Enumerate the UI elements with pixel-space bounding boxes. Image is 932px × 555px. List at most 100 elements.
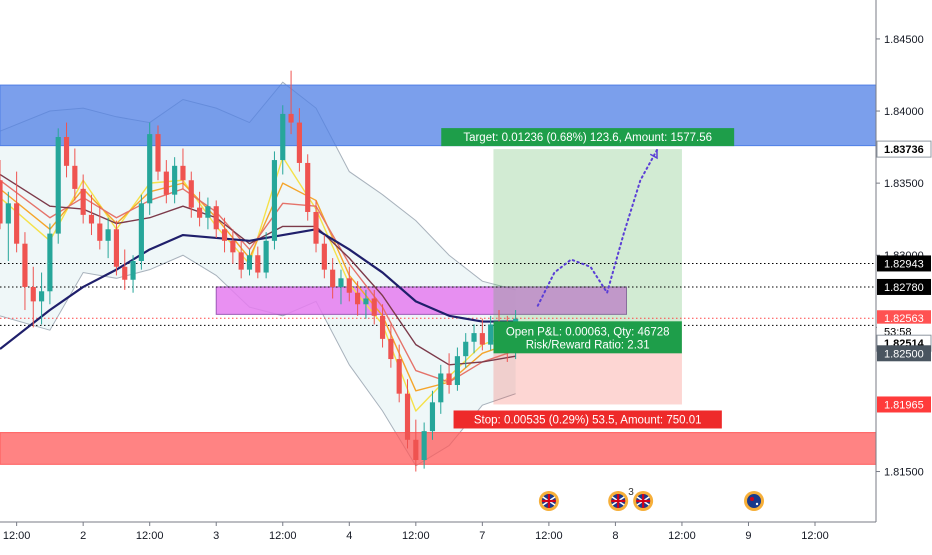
candle[interactable] (355, 281, 361, 316)
candle[interactable] (155, 125, 161, 181)
flag-detail (750, 497, 755, 501)
candle[interactable] (5, 191, 11, 261)
candle[interactable] (271, 151, 278, 250)
uk-flag-icon[interactable]: 3 (608, 487, 634, 511)
candle[interactable] (88, 194, 95, 236)
candle[interactable] (288, 70, 294, 135)
candle[interactable] (97, 206, 103, 250)
candle-body (72, 165, 78, 189)
price-axis[interactable]: 1.845001.840001.835001.830001.825001.815… (875, 0, 932, 550)
candle[interactable] (0, 160, 3, 230)
candle[interactable] (180, 148, 186, 189)
time-axis[interactable]: 12:00 2 12:00 3 12:00 4 12:00 7 12:00 8 12:00 9 12:0… (0, 521, 932, 550)
candle[interactable] (197, 191, 203, 227)
candle[interactable] (246, 249, 253, 276)
candle[interactable] (188, 171, 194, 218)
candle[interactable] (130, 255, 136, 293)
candle[interactable] (55, 128, 61, 244)
candle[interactable] (230, 229, 236, 264)
stop-label-text: Stop: 0.00535 (0.29%) 53.5, Amount: 750.… (474, 414, 702, 426)
candle[interactable] (363, 289, 369, 319)
candle-body (280, 113, 286, 161)
candle[interactable] (263, 232, 269, 279)
price-badge[interactable]: 1.82780 (877, 278, 931, 295)
candle-body (379, 315, 386, 339)
entry-zone-zone (215, 286, 628, 315)
pnl-label[interactable]: Open P&L: 0.00063, Qty: 46728Risk/Reward… (493, 321, 682, 354)
candle[interactable] (80, 174, 86, 224)
price-badge[interactable]: 1.81965 (877, 396, 931, 413)
time-tick-label: 2 (80, 530, 86, 542)
candle[interactable] (321, 235, 327, 279)
candle[interactable] (213, 200, 219, 238)
uk-flag-icon[interactable] (538, 491, 559, 511)
candle[interactable] (122, 249, 128, 290)
candle[interactable] (454, 347, 460, 391)
candle[interactable] (404, 379, 411, 449)
candle-body (488, 324, 494, 345)
candle-body (230, 240, 236, 253)
candle-body (22, 243, 28, 287)
candle[interactable] (147, 122, 153, 215)
candle[interactable] (280, 105, 286, 175)
uk-flag-icon[interactable] (633, 491, 654, 511)
candle[interactable] (22, 232, 28, 311)
candle[interactable] (255, 246, 261, 279)
candle-body (429, 402, 436, 432)
price-tick-label: 1.81500 (884, 467, 924, 479)
candle[interactable] (105, 217, 111, 259)
candle[interactable] (14, 171, 20, 253)
candle[interactable] (338, 269, 344, 305)
candle[interactable] (72, 148, 78, 201)
candle[interactable] (346, 266, 352, 302)
candle[interactable] (163, 160, 169, 204)
stop-label-bg (453, 410, 722, 429)
candle[interactable] (446, 353, 452, 394)
target-label[interactable]: Target: 0.01236 (0.68%) 123.6, Amount: 1… (441, 128, 735, 147)
candle[interactable] (138, 194, 144, 270)
candle[interactable] (205, 197, 211, 230)
flag-star (755, 502, 759, 506)
price-badge[interactable]: 1.82563 (877, 310, 931, 327)
candle-body (355, 292, 361, 305)
candle[interactable] (421, 422, 427, 469)
candle[interactable] (47, 223, 53, 305)
price-badge[interactable]: 1.83736 (876, 140, 932, 158)
candle[interactable] (413, 419, 419, 472)
candle[interactable] (429, 390, 436, 440)
price-badge[interactable]: 1.82500 (877, 345, 931, 362)
candle[interactable] (371, 289, 377, 325)
candle[interactable] (396, 344, 402, 403)
price-axis-bg (876, 0, 932, 550)
candle[interactable] (63, 122, 70, 178)
candle[interactable] (313, 200, 319, 253)
candle[interactable] (221, 217, 228, 253)
candle[interactable] (238, 240, 244, 279)
time-tick-label: 4 (346, 530, 352, 542)
candle[interactable] (113, 220, 120, 276)
price-badge-bg (877, 310, 931, 327)
candle[interactable] (438, 364, 444, 414)
candle[interactable] (330, 258, 336, 299)
candle[interactable] (379, 304, 386, 348)
candle-body (163, 171, 169, 195)
candle[interactable] (388, 324, 394, 368)
candle[interactable] (296, 108, 302, 172)
candle[interactable] (488, 315, 494, 351)
candle[interactable] (30, 266, 36, 328)
australia-flag-icon[interactable] (744, 491, 765, 511)
position-profit-area[interactable] (493, 149, 682, 326)
candle[interactable] (479, 318, 485, 351)
stop-label[interactable]: Stop: 0.00535 (0.29%) 53.5, Amount: 750.… (453, 410, 722, 429)
candle[interactable] (39, 272, 45, 325)
candle[interactable] (471, 324, 477, 354)
price-badge-bg (877, 278, 931, 295)
candle[interactable] (463, 333, 469, 368)
candle-body (338, 278, 344, 287)
candle[interactable] (172, 157, 178, 204)
candle-body (138, 203, 144, 261)
candle[interactable] (305, 154, 311, 221)
price-badge[interactable]: 1.82943 (877, 255, 931, 272)
